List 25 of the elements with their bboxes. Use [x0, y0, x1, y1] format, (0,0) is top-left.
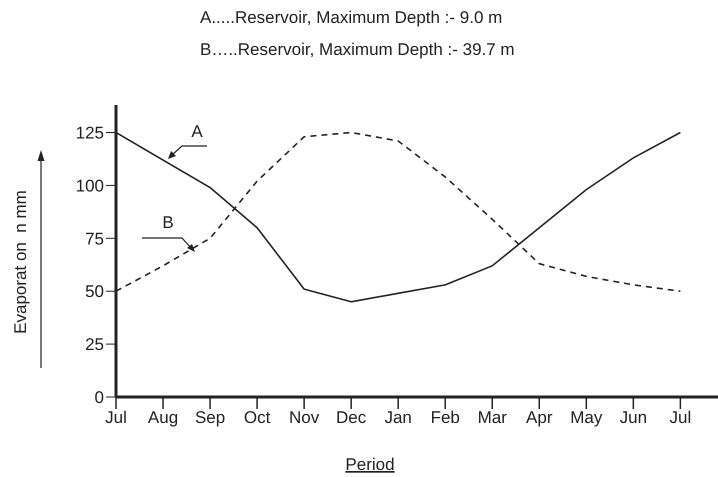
x-tick-label: Jun	[620, 408, 648, 428]
series-label: B	[162, 213, 174, 232]
y-tick-label: 50	[85, 282, 104, 302]
y-tick-label: 75	[85, 229, 104, 248]
x-tick-label: Feb	[430, 408, 460, 428]
chart-subtitle: B…..Reservoir, Maximum Depth :- 39.7 m	[200, 40, 515, 60]
y-tick-label: 0	[94, 388, 104, 408]
x-tick-label: Jul	[105, 408, 127, 428]
y-tick-label: 125	[76, 124, 104, 143]
x-tick-label: Sep	[194, 408, 226, 428]
x-tick-label: May	[570, 408, 603, 428]
x-tick-label: Apr	[526, 408, 553, 428]
y-tick-label: 100	[76, 176, 104, 196]
x-tick-label: Jul	[670, 408, 692, 428]
chart-title: A.....Reservoir, Maximum Depth :- 9.0 m	[200, 8, 502, 28]
x-tick-label: Mar	[478, 408, 508, 428]
x-tick-label: Nov	[289, 408, 320, 428]
y-tick-label: 25	[85, 335, 104, 354]
series-label: A	[191, 122, 204, 141]
x-tick-label: Oct	[244, 408, 271, 428]
x-tick-label: Dec	[336, 408, 367, 428]
y-axis-title: Evaporat on n mm	[11, 190, 30, 334]
x-tick-label: Aug	[148, 408, 178, 428]
x-axis-title: Period	[345, 455, 395, 474]
x-tick-label: Jan	[384, 408, 412, 428]
